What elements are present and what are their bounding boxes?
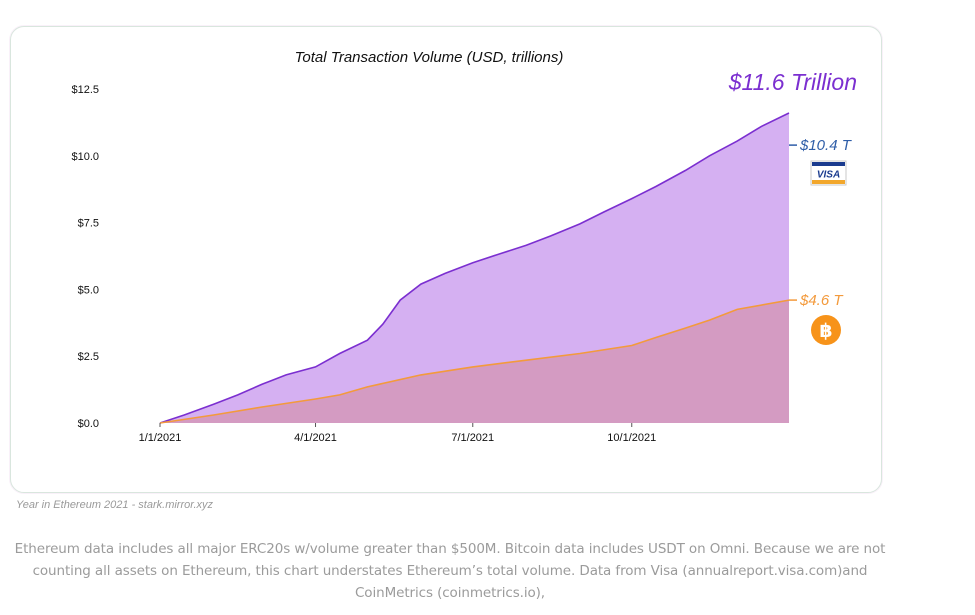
y-tick-label: $0.0 — [78, 418, 99, 430]
series-areas — [159, 112, 790, 424]
y-tick-label: $5.0 — [78, 284, 99, 296]
chart: Total Transaction Volume (USD, trillions… — [71, 49, 857, 444]
series-2-line — [159, 299, 790, 424]
x-tick-label: 7/1/2021 — [451, 432, 494, 444]
visa-logo-text: VISA — [817, 170, 840, 181]
visa-logo-bottom-band — [812, 180, 845, 184]
visa-label: $10.4 T — [799, 137, 853, 154]
bitcoin-icon: ฿ — [811, 315, 841, 345]
y-tick-label: $12.5 — [71, 84, 99, 96]
footnote: Ethereum data includes all major ERC20s … — [14, 541, 886, 601]
bitcoin-icon-circle — [811, 315, 841, 345]
visa-logo: VISA — [810, 160, 847, 186]
series-2-area — [160, 300, 789, 423]
x-tick-label: 10/1/2021 — [607, 432, 656, 444]
x-tick-label: 4/1/2021 — [294, 432, 337, 444]
x-tick-label: 1/1/2021 — [139, 432, 182, 444]
y-axis-ticks: $0.0 $2.5 $5.0 $7.5 $10.0 $12.5 — [71, 84, 99, 430]
bitcoin-icon-glyph: ฿ — [819, 320, 832, 342]
visa-logo-top-band — [812, 162, 845, 166]
y-tick-label: $7.5 — [78, 218, 99, 230]
chart-annotations: $11.6 Trillion $10.4 T VISA $4.6 T ฿ — [728, 69, 857, 345]
chart-caption: Year in Ethereum 2021 - stark.mirror.xyz — [16, 499, 214, 511]
bitcoin-label: $4.6 T — [799, 292, 844, 309]
x-axis-ticks: 1/1/2021 4/1/2021 7/1/2021 10/1/2021 — [139, 423, 656, 444]
chart-title: Total Transaction Volume (USD, trillions… — [295, 49, 564, 66]
total-volume-label: $11.6 Trillion — [728, 69, 857, 95]
y-tick-label: $2.5 — [78, 351, 99, 363]
series-1-line — [159, 112, 790, 424]
y-tick-label: $10.0 — [71, 151, 99, 163]
